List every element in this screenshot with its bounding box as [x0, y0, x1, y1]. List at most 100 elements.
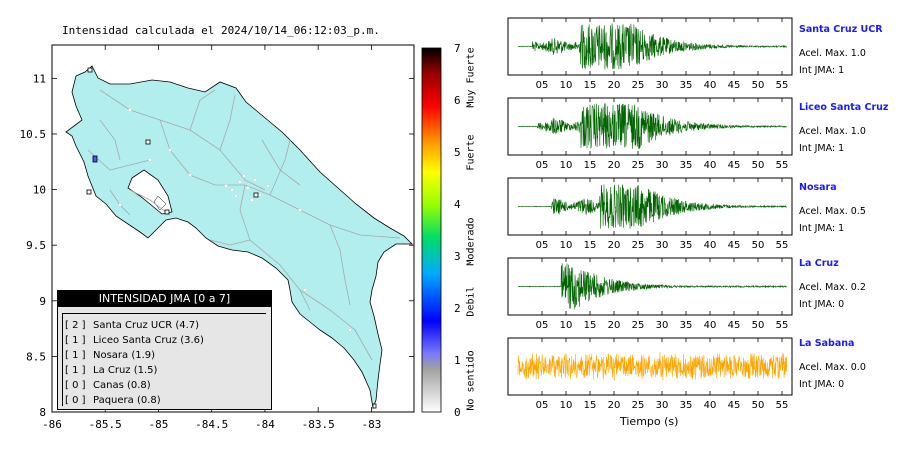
waveform-x-tick-label: 40: [704, 160, 717, 171]
station-int-jma: Int JMA: 1: [799, 143, 845, 154]
waveform-x-tick-label: 45: [728, 320, 741, 331]
road: [244, 184, 401, 239]
colorbar-tick-label: 6: [454, 94, 461, 107]
waveform-x-tick-label: 30: [656, 240, 669, 251]
road: [269, 139, 291, 196]
station-name: Liceo Santa Cruz: [799, 102, 889, 113]
waveform-x-tick-label: 25: [632, 400, 645, 411]
map-x-tick-label: -84: [255, 418, 275, 431]
waveform-x-tick-label: 15: [584, 160, 597, 171]
legend-item-level: [ 2 ]: [65, 320, 86, 331]
colorbar-label-fuerte: Fuerte: [465, 134, 477, 171]
waveform-x-tick-label: 20: [608, 400, 621, 411]
waveform-x-tick-label: 55: [776, 240, 789, 251]
waveform-x-tick-label: 55: [776, 160, 789, 171]
city-dot: [128, 108, 132, 112]
waveform-x-tick-label: 35: [680, 160, 693, 171]
waveform-x-tick-label: 25: [632, 160, 645, 171]
waveform-x-tick-label: 45: [728, 80, 741, 91]
city-dot: [238, 180, 242, 184]
colorbar-tick-label: 3: [454, 250, 461, 263]
station-int-jma: Int JMA: 0: [799, 299, 845, 310]
waveform-x-tick-label: 05: [536, 240, 549, 251]
road: [189, 89, 216, 131]
legend-item: [ 1 ] Liceo Santa Cruz (3.6): [63, 333, 266, 348]
waveform-x-tick-label: 45: [728, 400, 741, 411]
waveform-x-tick-label: 10: [560, 80, 573, 91]
colorbar-tick-label: 4: [454, 198, 461, 211]
city-dot: [266, 184, 270, 188]
legend-item-level: [ 1 ]: [65, 350, 86, 361]
legend-item: [ 2 ] Santa Cruz UCR (4.7): [63, 318, 266, 333]
waveform-x-tick-label: 40: [704, 240, 717, 251]
city-dot: [258, 193, 262, 197]
map-x-tick-label: -86: [42, 418, 62, 431]
legend-item-label: Canas (0.8): [93, 380, 151, 391]
colorbar: [421, 47, 442, 413]
gulf-of-nicoya-inlet: [153, 195, 167, 211]
waveform-x-tick-label: 25: [632, 240, 645, 251]
waveform-x-tick-label: 25: [632, 80, 645, 91]
waveform-x-tick-label: 15: [584, 320, 597, 331]
station-name: La Sabana: [799, 338, 855, 349]
waveform-x-tick-label: 55: [776, 80, 789, 91]
city-dot: [246, 186, 250, 190]
road: [261, 139, 301, 186]
waveform-x-tick-label: 20: [608, 240, 621, 251]
legend-header: INTENSIDAD JMA [0 a 7]: [58, 291, 271, 307]
road: [99, 119, 121, 161]
city-dot: [253, 178, 257, 182]
intensity-legend: INTENSIDAD JMA [0 a 7] [ 2 ] Santa Cruz U…: [57, 290, 272, 410]
map-y-tick-label: 8.5: [26, 350, 46, 363]
waveform-x-tick-label: 35: [680, 240, 693, 251]
waveform-trace: [517, 103, 788, 149]
city-dot: [118, 203, 122, 207]
map-x-tick-label: -85: [149, 418, 169, 431]
station-marker: [145, 139, 151, 145]
waveform-trace: [518, 184, 787, 229]
station-marker: [253, 192, 259, 198]
station-marker: [372, 403, 377, 409]
station-marker: [164, 209, 170, 215]
legend-rows: [ 2 ] Santa Cruz UCR (4.7) [ 1 ] Liceo Sant…: [62, 313, 266, 406]
map-title: Intensidad calculada el 2024/10/14_06:12…: [62, 24, 380, 37]
waveform-x-tick-label: 10: [560, 400, 573, 411]
station-accel-max: Acel. Max. 0.0: [799, 362, 866, 373]
waveform-x-tick-label: 15: [584, 240, 597, 251]
waveform-x-tick-label: 35: [680, 400, 693, 411]
city-dot: [250, 198, 254, 202]
station-marker: [86, 189, 92, 195]
station-int-jma: Int JMA: 0: [799, 379, 845, 390]
waveform-trace: [517, 263, 788, 310]
legend-item: [ 1 ] Nosara (1.9): [63, 348, 266, 363]
colorbar-tick-label: 2: [454, 302, 461, 315]
city-dot: [348, 328, 352, 332]
colorbar-label-moderado: Moderado: [465, 217, 477, 266]
station-name: La Cruz: [799, 258, 839, 269]
waveform-x-tick-label: 45: [728, 240, 741, 251]
waveform-x-tick-label: 30: [656, 320, 669, 331]
waveform-trace: [517, 352, 788, 381]
waveform-x-tick-label: 20: [608, 320, 621, 331]
station-accel-max: Acel. Max. 1.0: [799, 126, 866, 137]
map-y-tick-label: 9.5: [26, 239, 46, 252]
legend-item: [ 1 ] La Cruz (1.5): [63, 363, 266, 378]
waveform-x-tick-label: 30: [656, 400, 669, 411]
map-y-tick-label: 10: [33, 184, 46, 197]
road: [329, 224, 351, 306]
station-accel-max: Acel. Max. 0.2: [799, 282, 866, 293]
road: [129, 189, 171, 216]
waveform-x-tick-label: 05: [536, 400, 549, 411]
colorbar-label-no-sentido: No sentido: [465, 350, 477, 411]
legend-item-label: Santa Cruz UCR (4.7): [93, 320, 200, 331]
legend-item-label: Paquera (0.8): [93, 395, 161, 406]
waveform-trace: [517, 23, 788, 70]
map-y-tick-label: 10.5: [20, 128, 47, 141]
road: [239, 184, 311, 311]
waveform-x-tick-label: 50: [752, 160, 765, 171]
waveform-x-tick-label: 05: [536, 160, 549, 171]
road: [219, 94, 236, 151]
waveform-x-tick-label: 35: [680, 320, 693, 331]
city-dot: [148, 158, 152, 162]
